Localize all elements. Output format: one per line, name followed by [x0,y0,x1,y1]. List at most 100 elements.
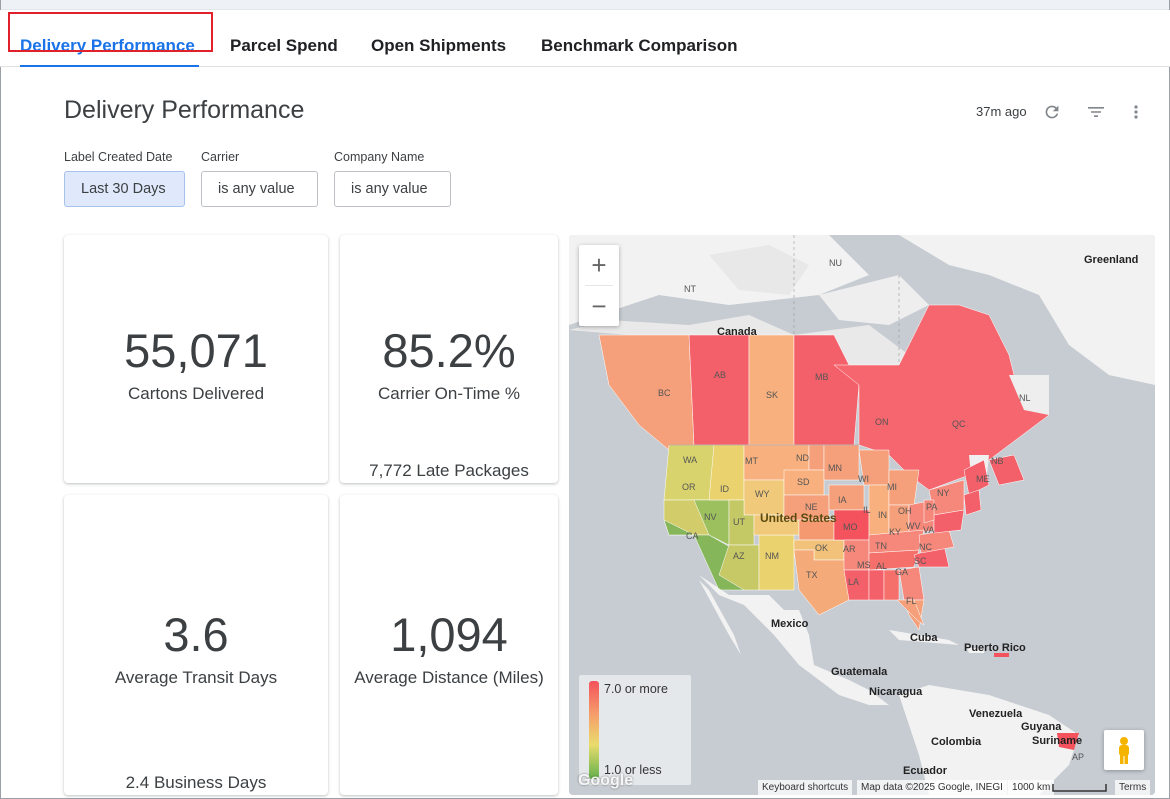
keyboard-shortcuts-link[interactable]: Keyboard shortcuts [758,780,853,795]
map-label-us: United States [760,511,837,525]
map-label-suriname: Suriname [1032,735,1083,747]
kpi-tile-cartons[interactable]: 55,071 Cartons Delivered [64,235,328,483]
kpi-label: Cartons Delivered [127,384,265,403]
map-label-ap: AP [1072,752,1085,762]
map-label-tn: TN [875,541,887,551]
map-label-il: IL [863,505,871,515]
map-label-nv: NV [704,512,717,522]
map-label-guatemala: Guatemala [831,666,888,678]
kpi-tile-ontime[interactable]: 85.2% Carrier On-Time % 7,772 Late Packa… [340,235,558,483]
legend-min-label: 1.0 or less [604,763,662,777]
kpi-value: 55,071 [124,324,268,377]
map-label-in: IN [878,510,887,520]
map-label-sd: SD [797,477,810,487]
kpi-label: Average Distance (Miles) [354,668,544,687]
map-label-id: ID [720,484,729,494]
google-logo[interactable]: Google [578,772,634,789]
map-label-wi: WI [858,474,869,484]
filter-icon[interactable] [1084,100,1108,124]
kpi-value: 3.6 [163,608,229,661]
tab-open-shipments[interactable]: Open Shipments [371,36,507,55]
map-label-nb: NB [991,456,1004,466]
map-label-puerto-rico: Puerto Rico [964,642,1026,654]
map-label-oh: OH [898,506,912,516]
map-label-guyana: Guyana [1021,721,1062,733]
browser-top-strip [0,0,1170,10]
map-label-mi: MI [887,482,897,492]
map-label-tx: TX [806,570,818,580]
kpi-label: Carrier On-Time % [378,384,520,403]
map-label-mo: MO [843,522,858,532]
map-label-nl: NL [1019,393,1031,403]
tab-highlight-box [8,12,213,52]
map-label-colombia: Colombia [931,736,982,748]
map-label-venezuela: Venezuela [969,708,1023,720]
filter-label-date: Label Created Date [64,150,173,164]
map-label-ne: NE [805,502,818,512]
map-scale-bar [1052,784,1107,792]
tab-benchmark-comparison[interactable]: Benchmark Comparison [541,36,738,55]
tab-parcel-spend[interactable]: Parcel Spend [230,36,338,55]
zoom-out-button[interactable]: − [591,291,607,321]
map-canvas[interactable] [569,235,1155,795]
map-label-canada: Canada [717,326,757,338]
map-label-nt: NT [684,284,696,294]
kpi-tile-distance[interactable]: 1,094 Average Distance (Miles) [340,495,558,795]
map-label-va: VA [923,525,935,535]
street-view-pegman-icon[interactable] [1104,730,1144,770]
kpi-sub: 2.4 Business Days [125,773,267,792]
map-label-ecuador: Ecuador [903,765,948,777]
map-label-la: LA [848,577,860,587]
kpi-label: Average Transit Days [114,668,278,687]
map-label-nc: NC [919,542,932,552]
kpi-value: 1,094 [390,608,508,661]
map-label-ca: CA [686,531,699,541]
kpi-tile-transit[interactable]: 3.6 Average Transit Days 2.4 Business Da… [64,495,328,795]
map-label-greenland: Greenland [1084,254,1139,266]
filter-label-carrier: Carrier [201,150,240,164]
map-label-mexico: Mexico [771,618,809,630]
map-label-az: AZ [733,551,745,561]
map-label-wy: WY [755,489,770,499]
map-label-cuba: Cuba [910,632,938,644]
filter-carrier-chip[interactable]: is any value [201,171,318,207]
legend-max-label: 7.0 or more [604,682,668,696]
map-label-fl: FL [906,596,917,606]
zoom-in-button[interactable]: + [591,250,607,280]
terms-link[interactable]: Terms [1115,780,1151,795]
map-data-attribution: Map data ©2025 Google, INEGI [857,780,1007,795]
map-label-or: OR [682,482,696,492]
map-label-mt: MT [745,456,758,466]
map-label-mn: MN [828,463,842,473]
map-label-ut: UT [733,517,745,527]
page-title: Delivery Performance [64,96,305,124]
map-label-mb: MB [815,372,829,382]
map-label-nm: NM [765,551,779,561]
filter-date-chip[interactable]: Last 30 Days [64,171,185,207]
map-label-ny: NY [937,488,950,498]
refresh-icon[interactable] [1040,100,1064,124]
kpi-value: 85.2% [382,324,516,377]
map-label-sc: SC [914,556,927,566]
map-label-me: ME [976,474,990,484]
map-label-sk: SK [766,390,779,400]
map-legend: 7.0 or more 1.0 or less [579,675,691,785]
map-zoom-control: + − [579,245,619,326]
filter-label-company: Company Name [334,150,425,164]
map-label-ky: KY [889,527,902,537]
more-vert-icon[interactable] [1124,100,1148,124]
map-scale-label[interactable]: 1000 km [1008,780,1055,795]
filter-company-chip[interactable]: is any value [334,171,451,207]
map-label-nd: ND [796,453,809,463]
map-label-ar: AR [843,544,856,554]
last-updated-text: 37m ago [976,104,1027,119]
map-label-al: AL [876,561,888,571]
map-label-on: ON [875,417,889,427]
map-label-ms: MS [857,560,871,570]
legend-color-scale [589,681,599,779]
map-label-qc: QC [952,419,966,429]
map-label-nu: NU [829,258,842,268]
map-label-wa: WA [683,455,698,465]
map-label-ok: OK [815,543,829,553]
map-label-ab: AB [714,370,727,380]
